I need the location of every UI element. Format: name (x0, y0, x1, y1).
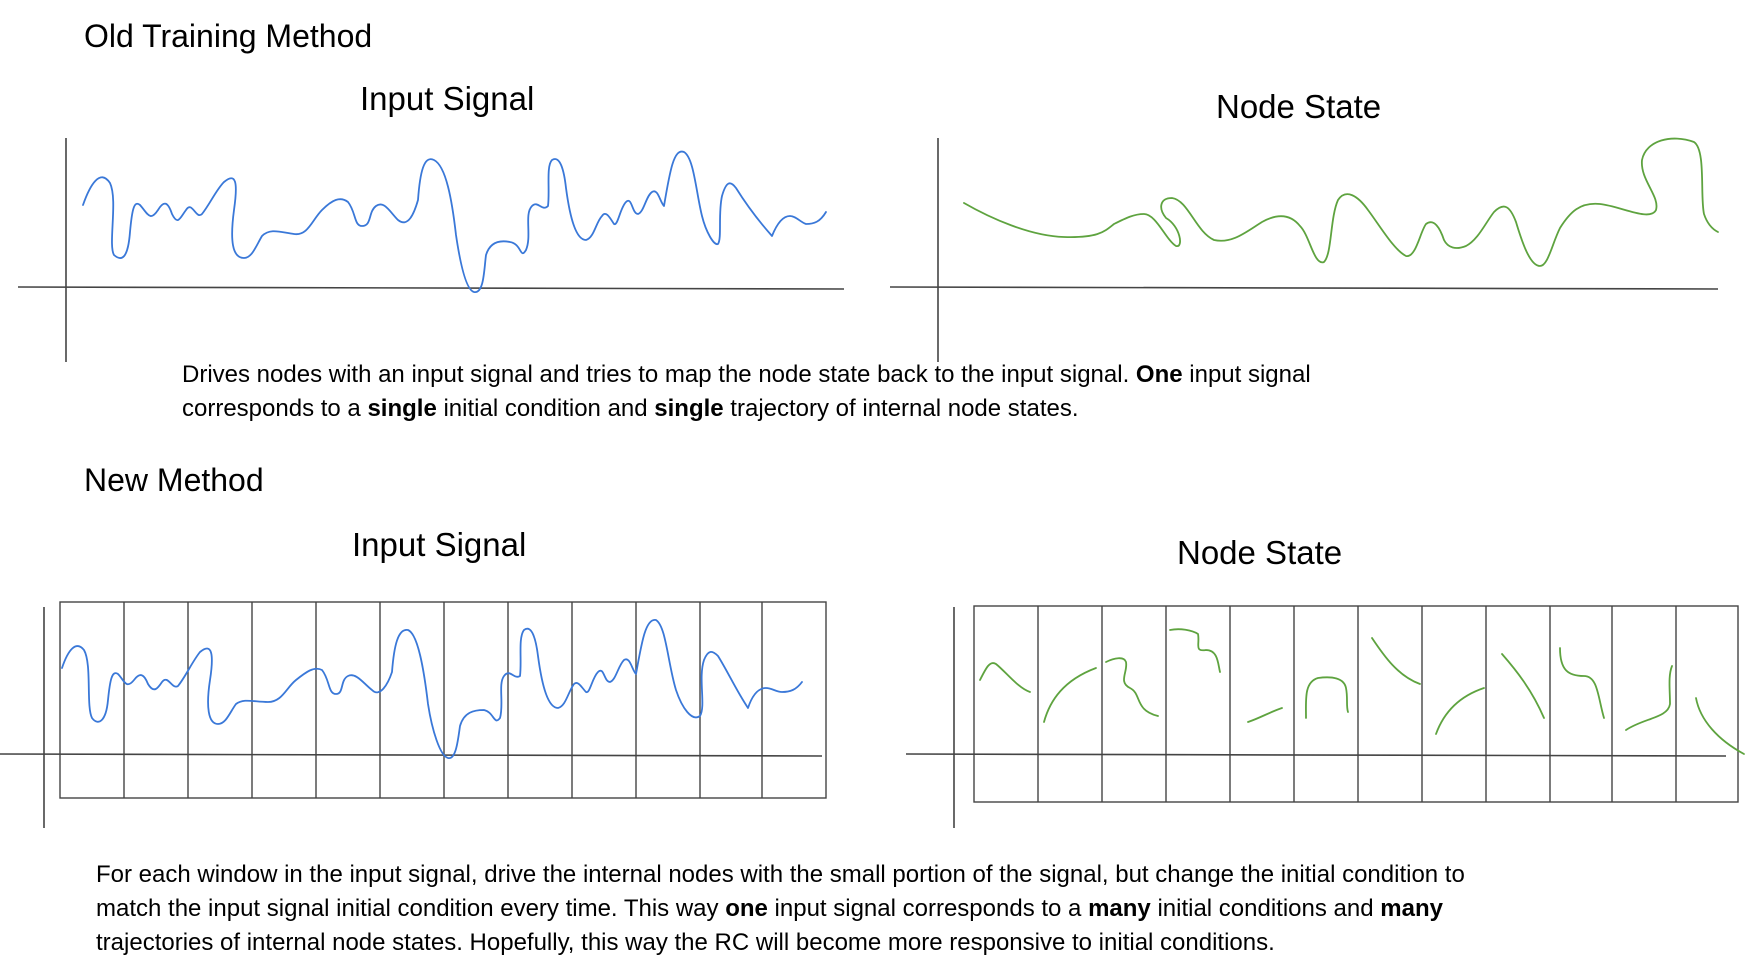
caption-emphasis: many (1380, 895, 1443, 922)
caption-line: Drives nodes with an input signal and tr… (182, 358, 1311, 392)
new-input-signal-title: Input Signal (352, 526, 527, 563)
caption-line: trajectories of internal node states. Ho… (96, 926, 1465, 960)
new-node-state-segment (1043, 667, 1097, 723)
caption-text: input signal (1182, 361, 1311, 388)
caption-text: initial conditions and (1150, 895, 1381, 922)
old-node-x-axis (889, 286, 1719, 290)
caption-line: match the input signal initial condition… (96, 892, 1465, 926)
new-input-signal-panel (0, 601, 827, 828)
new-node-state-segment (1305, 676, 1349, 719)
caption-emphasis: many (1088, 895, 1151, 922)
caption-emphasis: single (367, 395, 437, 422)
caption-emphasis: single (654, 395, 724, 422)
caption-text: initial condition and (436, 395, 655, 422)
caption-emphasis: One (1135, 361, 1183, 388)
new-input-x-axis (0, 753, 823, 757)
old-input-signal-curve (82, 150, 827, 293)
caption-text: match the input signal initial condition… (96, 895, 726, 922)
new-node-window-grid-frame (973, 605, 1739, 803)
old-node-state-panel (889, 137, 1719, 362)
old-method-heading: Old Training Method (84, 18, 373, 54)
caption-line: For each window in the input signal, dri… (96, 858, 1465, 892)
caption-text: For each window in the input signal, dri… (96, 861, 1465, 888)
caption-text: trajectories of internal node states. Ho… (96, 929, 1275, 956)
old-input-x-axis (17, 286, 845, 290)
caption-text: Drives nodes with an input signal and tr… (182, 361, 1136, 388)
new-method-heading: New Method (84, 462, 264, 498)
new-input-window-grid-frame (59, 601, 827, 799)
caption-text: input signal corresponds to a (767, 895, 1089, 922)
new-node-state-segment (1169, 628, 1221, 673)
new-node-state-segment (979, 662, 1031, 693)
caption-text: corresponds to a (182, 395, 368, 422)
old-method-caption: Drives nodes with an input signal and tr… (182, 358, 1311, 426)
old-input-signal-panel (17, 138, 845, 362)
old-node-state-curve (963, 137, 1719, 267)
new-node-state-segment (1625, 665, 1673, 731)
new-node-state-panel (905, 605, 1745, 828)
caption-text: trajectory of internal node states. (723, 395, 1079, 422)
new-node-state-segment (1501, 653, 1545, 719)
new-node-state-title: Node State (1177, 534, 1343, 571)
new-node-x-axis (905, 753, 1727, 757)
old-node-state-title: Node State (1216, 88, 1382, 125)
new-node-state-segment (1695, 697, 1745, 755)
caption-emphasis: one (725, 895, 768, 922)
new-node-state-segment (1371, 637, 1421, 685)
caption-line: corresponds to a single initial conditio… (182, 392, 1311, 426)
new-input-signal-curve (61, 619, 803, 759)
new-node-state-segment (1105, 657, 1159, 717)
new-node-state-segment (1435, 687, 1485, 735)
new-node-state-segment (1247, 707, 1283, 723)
new-node-state-segment (1559, 647, 1605, 719)
old-input-signal-title: Input Signal (360, 80, 535, 117)
new-method-caption: For each window in the input signal, dri… (96, 858, 1465, 960)
